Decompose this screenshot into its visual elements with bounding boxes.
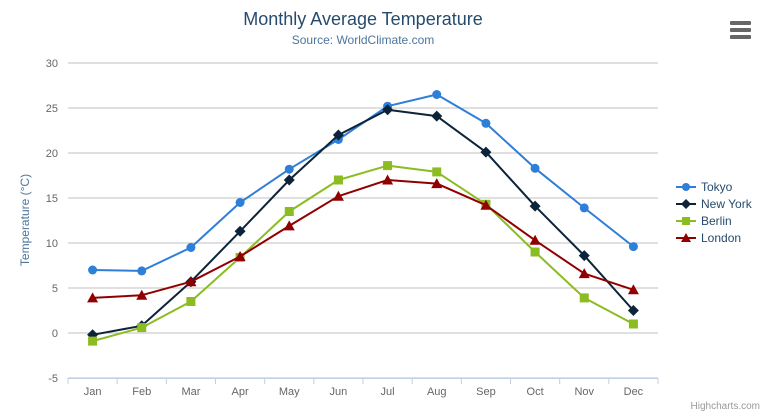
y-axis-label: 0 (52, 328, 58, 340)
x-axis-label: May (279, 386, 300, 398)
marker-london[interactable] (529, 234, 541, 245)
x-axis-label: Jun (330, 386, 348, 398)
x-axis-label: Nov (574, 386, 594, 398)
series-line-london[interactable] (91, 179, 635, 299)
y-axis-label: 15 (46, 193, 58, 205)
legend-label: London (701, 230, 742, 245)
marker-tokyo[interactable] (432, 90, 442, 99)
y-axis-title: Temperature (°C) (18, 173, 32, 267)
marker-berlin[interactable] (530, 247, 540, 257)
legend-label: New York (701, 196, 752, 211)
x-axis-label: Sep (476, 386, 496, 398)
marker-london[interactable] (234, 251, 246, 261)
x-axis-label: Oct (527, 386, 544, 398)
series-line-tokyo[interactable] (91, 93, 635, 272)
marker-tokyo[interactable] (530, 163, 540, 173)
marker-berlin[interactable] (579, 293, 589, 303)
circle-legend-marker-icon (676, 182, 696, 191)
hamburger-icon (730, 35, 751, 39)
highcharts-credit[interactable]: Highcharts.com (690, 401, 760, 412)
marker-tokyo[interactable] (137, 266, 147, 276)
legend-label: Berlin (701, 213, 732, 228)
marker-new-york[interactable] (431, 110, 443, 122)
y-axis-label: 5 (52, 283, 58, 295)
marker-berlin[interactable] (137, 323, 147, 333)
y-axis-label: 10 (46, 238, 58, 250)
marker-new-york[interactable] (578, 250, 590, 262)
y-axis-label: -5 (48, 373, 58, 385)
marker-new-york[interactable] (283, 174, 295, 186)
square-legend-marker-icon (676, 216, 696, 225)
marker-london[interactable] (578, 268, 590, 279)
marker-new-york[interactable] (382, 104, 394, 116)
marker-berlin[interactable] (88, 336, 98, 346)
marker-berlin[interactable] (628, 319, 638, 329)
marker-tokyo[interactable] (284, 164, 294, 174)
marker-london[interactable] (87, 292, 99, 303)
marker-london[interactable] (480, 199, 492, 210)
marker-berlin[interactable] (432, 167, 442, 177)
legend-item-new-york[interactable]: New York (676, 195, 752, 212)
chart-title: Monthly Average Temperature (243, 9, 483, 29)
marker-london[interactable] (185, 276, 197, 287)
marker-tokyo[interactable] (628, 242, 638, 252)
x-axis-label: Feb (132, 386, 151, 398)
x-axis-label: Jul (381, 386, 395, 398)
marker-london[interactable] (283, 220, 295, 231)
series-line-new-york[interactable] (91, 108, 635, 336)
legend-item-tokyo[interactable]: Tokyo (676, 178, 752, 195)
x-axis-label: Mar (181, 386, 200, 398)
x-axis-label: Dec (624, 386, 644, 398)
marker-new-york[interactable] (234, 225, 246, 237)
legend-label: Tokyo (701, 179, 733, 194)
triangle-legend-marker-icon (676, 232, 696, 242)
chart-subtitle: Source: WorldClimate.com (291, 33, 435, 47)
marker-berlin[interactable] (333, 175, 343, 185)
marker-london[interactable] (431, 178, 443, 189)
diamond-legend-marker-icon (676, 198, 696, 209)
marker-tokyo[interactable] (481, 118, 491, 128)
marker-tokyo[interactable] (235, 198, 245, 207)
marker-tokyo[interactable] (88, 265, 98, 275)
marker-new-york[interactable] (529, 200, 541, 212)
hamburger-icon (730, 28, 751, 32)
marker-london[interactable] (382, 174, 394, 185)
export-menu-button[interactable] (729, 20, 753, 40)
marker-new-york[interactable] (627, 305, 639, 316)
marker-london[interactable] (332, 190, 344, 201)
marker-berlin[interactable] (284, 207, 294, 216)
marker-new-york[interactable] (332, 129, 344, 141)
legend: Tokyo New York Berlin London (676, 178, 752, 246)
series-line-berlin[interactable] (91, 164, 635, 343)
x-axis-label: Jan (84, 386, 102, 398)
y-axis-label: 30 (46, 58, 58, 70)
marker-london[interactable] (136, 289, 148, 300)
hamburger-icon (730, 21, 751, 25)
marker-tokyo[interactable] (579, 203, 589, 213)
marker-berlin[interactable] (186, 297, 196, 306)
y-axis-label: 25 (46, 103, 58, 115)
marker-tokyo[interactable] (186, 243, 196, 252)
legend-item-berlin[interactable]: Berlin (676, 212, 752, 229)
y-axis-label: 20 (46, 148, 58, 160)
marker-berlin[interactable] (383, 161, 393, 171)
legend-item-london[interactable]: London (676, 229, 752, 246)
marker-london[interactable] (627, 284, 639, 295)
x-axis-label: Aug (427, 386, 447, 398)
marker-new-york[interactable] (480, 146, 492, 158)
x-axis-label: Apr (232, 386, 249, 398)
